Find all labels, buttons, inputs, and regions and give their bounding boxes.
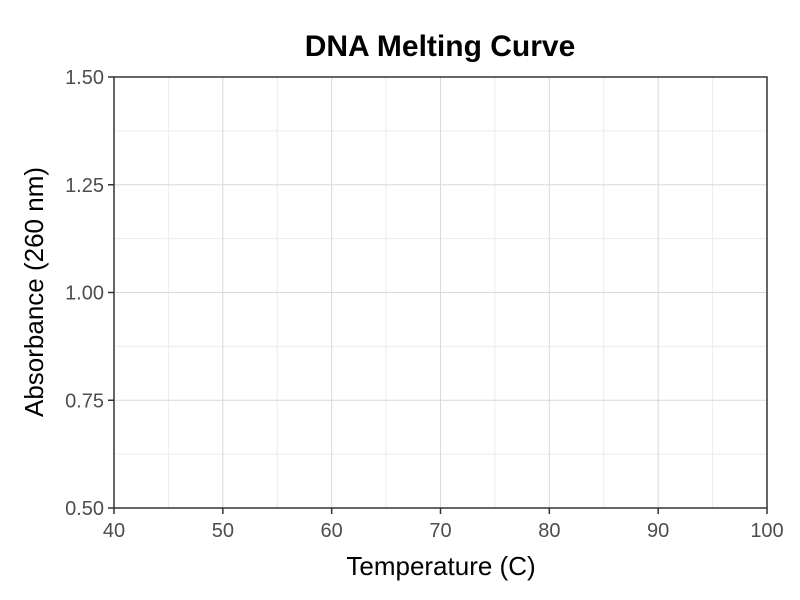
y-tick-label: 1.50 bbox=[65, 67, 104, 89]
y-tick-label: 0.50 bbox=[65, 498, 104, 520]
x-axis-label: Temperature (C) bbox=[346, 551, 535, 581]
x-tick-label: 90 bbox=[647, 520, 669, 542]
grid bbox=[113, 76, 768, 509]
x-tick-label: 70 bbox=[429, 520, 451, 542]
y-tick-label: 0.75 bbox=[65, 390, 104, 412]
x-axis: 40 50 60 70 80 90 100 bbox=[103, 508, 784, 542]
x-tick-label: 100 bbox=[750, 520, 783, 542]
x-tick-label: 60 bbox=[321, 520, 343, 542]
chart-title: DNA Melting Curve bbox=[305, 30, 576, 63]
x-tick-label: 50 bbox=[212, 520, 234, 542]
x-tick-label: 80 bbox=[538, 520, 560, 542]
y-axis-label: Absorbance (260 nm) bbox=[19, 167, 49, 417]
y-tick-label: 1.25 bbox=[65, 175, 104, 197]
x-tick-label: 40 bbox=[103, 520, 125, 542]
y-tick-label: 1.00 bbox=[65, 283, 104, 305]
y-axis: 0.50 0.75 1.00 1.25 1.50 bbox=[65, 67, 114, 520]
